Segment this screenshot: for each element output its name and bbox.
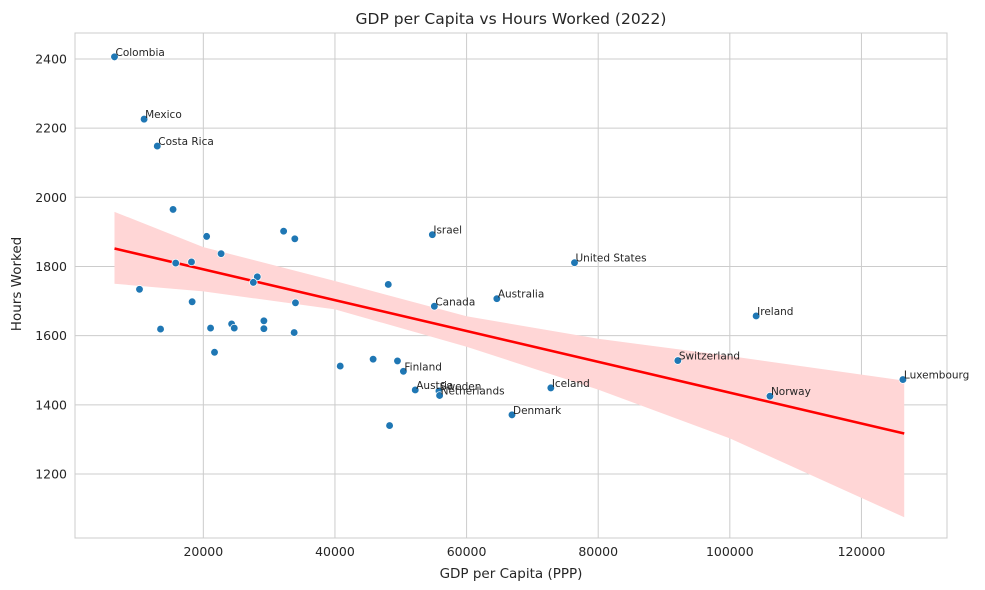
regression-line — [114, 247, 905, 435]
data-point — [673, 356, 682, 365]
data-point — [430, 302, 439, 311]
point-label: Luxembourg — [904, 370, 969, 382]
point-label: Finland — [404, 361, 442, 373]
y-tick-label: 1200 — [35, 467, 67, 482]
x-tick-label: 80000 — [578, 544, 618, 559]
data-point — [135, 285, 144, 294]
confidence-band — [114, 211, 905, 518]
y-tick-label: 1400 — [35, 397, 67, 412]
data-point — [168, 205, 178, 214]
data-point — [336, 361, 345, 371]
data-point — [399, 367, 408, 376]
data-point — [368, 355, 378, 364]
point-label: Mexico — [145, 109, 182, 121]
y-tick-label: 2400 — [35, 51, 67, 66]
data-point — [187, 297, 197, 306]
data-point — [290, 328, 299, 337]
data-point — [492, 294, 502, 303]
y-tick-label: 2200 — [35, 121, 67, 136]
point-label: Canada — [435, 296, 475, 308]
data-point — [291, 298, 300, 307]
data-point — [435, 391, 444, 400]
data-point — [139, 114, 149, 124]
point-label: Switzerland — [679, 351, 740, 363]
data-point — [384, 280, 393, 289]
point-label: Costa Rica — [158, 136, 214, 148]
x-tick-label: 20000 — [183, 544, 223, 559]
x-tick-label: 100000 — [706, 544, 754, 559]
data-point — [279, 227, 288, 236]
x-tick-label: 120000 — [838, 544, 886, 559]
plot-area: 20000 40000 60000 80000 100000 120000 1200 1400… — [35, 32, 969, 559]
data-point — [393, 356, 402, 366]
point-label: Australia — [498, 289, 544, 301]
chart-title: GDP per Capita vs Hours Worked (2022) — [356, 10, 667, 28]
data-point — [216, 249, 226, 258]
y-tick-label: 1800 — [35, 259, 67, 274]
point-label: Sweden — [440, 381, 482, 393]
data-point — [156, 324, 165, 334]
x-tick-label: 40000 — [315, 544, 355, 559]
y-axis-title: Hours Worked — [9, 237, 25, 331]
x-axis-title: GDP per Capita (PPP) — [440, 566, 583, 582]
data-point — [428, 230, 437, 239]
data-point — [290, 234, 299, 243]
data-point — [253, 272, 262, 282]
data-point — [259, 316, 269, 325]
y-tick-label: 1600 — [35, 328, 67, 343]
data-point — [210, 348, 219, 357]
x-tick-label: 60000 — [447, 544, 487, 559]
point-label: United States — [576, 253, 647, 265]
data-point — [385, 421, 394, 430]
data-point — [765, 392, 775, 401]
data-point — [751, 311, 761, 321]
data-point — [507, 410, 517, 420]
data-point — [206, 323, 215, 333]
point-label: Israel — [433, 225, 462, 237]
point-label: Norway — [771, 386, 811, 398]
point-label: Colombia — [115, 47, 164, 59]
data-point — [249, 278, 258, 287]
data-point — [259, 324, 269, 333]
data-point — [187, 257, 196, 267]
point-label: Denmark — [513, 405, 562, 417]
data-point — [110, 52, 119, 62]
data-point — [171, 258, 180, 268]
point-label: Ireland — [757, 306, 793, 318]
data-point — [411, 385, 420, 395]
plot-frame — [74, 32, 948, 539]
data-point — [570, 258, 579, 267]
data-point — [202, 232, 211, 241]
data-point — [546, 383, 555, 393]
point-label: Austria — [416, 380, 453, 392]
data-point — [230, 323, 239, 333]
y-tick-label: 2000 — [35, 190, 67, 205]
data-point — [898, 375, 908, 384]
data-point — [153, 141, 162, 151]
point-label: Iceland — [552, 378, 590, 390]
point-label: Netherlands — [441, 385, 505, 397]
